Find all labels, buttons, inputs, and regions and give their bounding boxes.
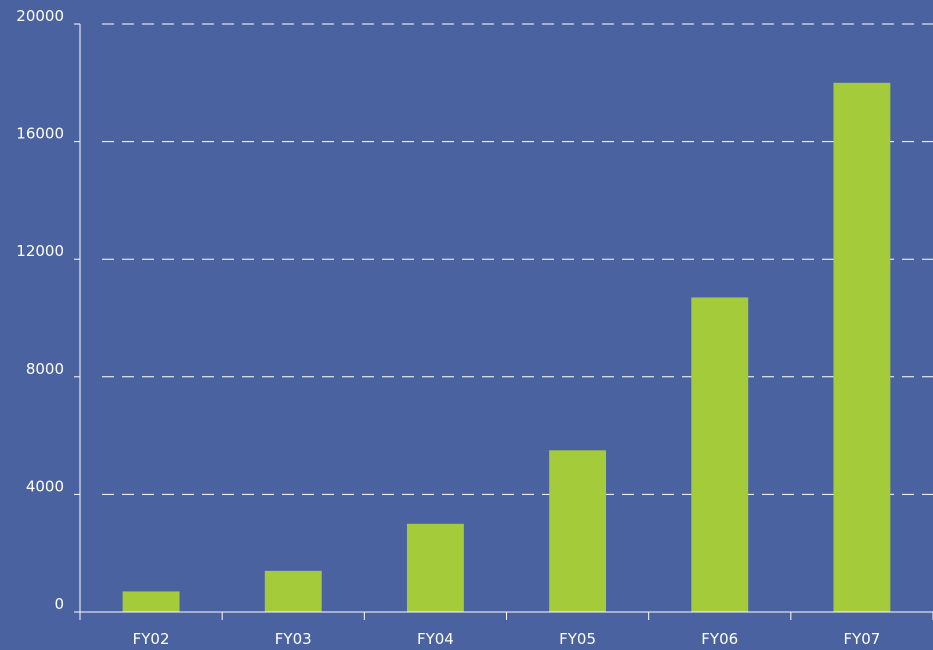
x-tick-label: FY04: [417, 630, 454, 648]
x-tick-label: FY06: [701, 630, 738, 648]
y-tick-label: 12000: [16, 242, 64, 260]
x-tick-label: FY03: [275, 630, 312, 648]
y-tick-label: 20000: [16, 7, 64, 25]
y-tick-label: 16000: [16, 125, 64, 143]
bar: [549, 450, 607, 612]
y-tick-label: 0: [54, 595, 64, 613]
x-tick-label: FY05: [559, 630, 596, 648]
x-tick-label: FY07: [843, 630, 880, 648]
y-tick-label: 4000: [26, 477, 64, 495]
x-tick-label: FY02: [133, 630, 170, 648]
bar: [122, 591, 180, 612]
bar: [691, 297, 749, 612]
bar: [264, 570, 322, 612]
y-tick-label: 8000: [26, 360, 64, 378]
bar: [833, 82, 891, 613]
bar: [406, 523, 464, 612]
